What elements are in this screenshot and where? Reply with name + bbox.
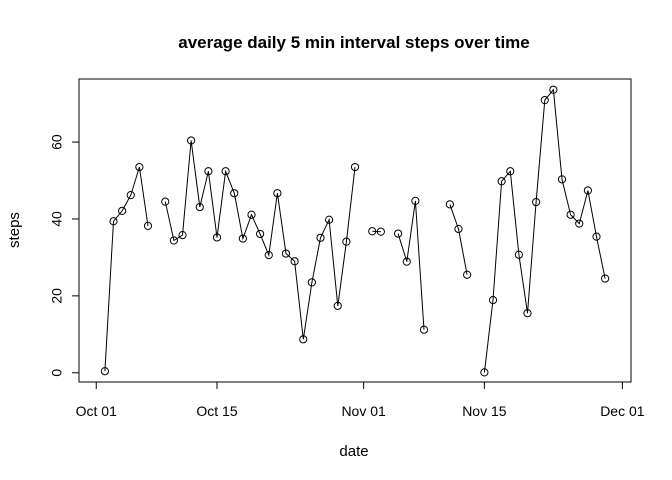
data-point bbox=[109, 217, 118, 226]
data-point bbox=[601, 274, 610, 283]
data-point bbox=[290, 257, 299, 266]
x-tick-label: Nov 15 bbox=[462, 403, 507, 419]
data-point bbox=[100, 367, 109, 376]
data-point bbox=[126, 191, 135, 200]
data-point bbox=[376, 227, 385, 236]
data-point bbox=[368, 227, 377, 236]
data-point bbox=[549, 85, 558, 94]
data-point bbox=[161, 197, 170, 206]
data-point bbox=[419, 325, 429, 334]
data-point bbox=[557, 175, 567, 184]
data-point bbox=[463, 270, 472, 279]
data-point bbox=[307, 278, 316, 287]
data-point bbox=[281, 249, 291, 258]
data-point bbox=[187, 136, 196, 145]
y-axis: 0 20 40 60 bbox=[49, 134, 80, 377]
data-point bbox=[402, 257, 411, 266]
data-point bbox=[488, 295, 498, 305]
data-point bbox=[454, 224, 463, 234]
data-point bbox=[325, 215, 334, 224]
data-point bbox=[514, 250, 523, 259]
data-point bbox=[497, 177, 506, 186]
x-axis: Oct 01 Oct 15 Nov 01 Nov 15 Dec 01 bbox=[76, 381, 645, 419]
series-points bbox=[100, 85, 610, 377]
data-point bbox=[169, 236, 178, 245]
data-point bbox=[299, 335, 308, 344]
data-point bbox=[350, 162, 360, 172]
data-point bbox=[445, 200, 454, 209]
data-point bbox=[264, 251, 273, 260]
data-point bbox=[178, 231, 187, 240]
series-line-segment bbox=[449, 204, 468, 275]
data-point bbox=[143, 221, 153, 230]
data-point bbox=[592, 232, 601, 241]
x-axis-label: date bbox=[339, 443, 368, 460]
y-tick-label: 60 bbox=[49, 134, 65, 150]
data-point bbox=[135, 162, 144, 172]
data-point bbox=[583, 186, 592, 195]
data-point bbox=[506, 167, 515, 176]
data-point bbox=[204, 167, 213, 176]
plot-frame bbox=[78, 78, 632, 383]
data-point bbox=[394, 229, 403, 238]
data-point bbox=[523, 309, 532, 318]
data-point bbox=[195, 202, 204, 212]
data-point bbox=[540, 96, 549, 105]
data-point bbox=[333, 301, 342, 310]
data-point bbox=[247, 210, 256, 219]
x-tick-label: Oct 01 bbox=[76, 403, 117, 419]
data-point bbox=[316, 233, 325, 242]
data-point bbox=[480, 368, 489, 377]
series-line-segment bbox=[164, 140, 356, 340]
y-tick-label: 0 bbox=[49, 369, 65, 377]
series-lines bbox=[104, 88, 606, 373]
y-tick-label: 40 bbox=[49, 211, 65, 227]
data-point bbox=[212, 233, 222, 242]
data-point bbox=[532, 197, 541, 207]
series-line-segment bbox=[104, 166, 149, 372]
data-point bbox=[575, 219, 584, 228]
data-point bbox=[566, 210, 575, 219]
data-point bbox=[118, 206, 127, 215]
series-line-segment bbox=[483, 88, 606, 373]
series-line-segment bbox=[397, 200, 425, 330]
data-point bbox=[411, 196, 420, 205]
data-point bbox=[238, 234, 247, 243]
data-point bbox=[273, 189, 282, 198]
y-tick-label: 20 bbox=[49, 288, 65, 304]
x-tick-label: Dec 01 bbox=[600, 403, 645, 419]
data-point bbox=[230, 189, 239, 198]
x-tick-label: Oct 15 bbox=[196, 403, 237, 419]
data-point bbox=[256, 229, 265, 239]
chart-title: average daily 5 min interval steps over … bbox=[178, 33, 530, 52]
x-tick-label: Nov 01 bbox=[341, 403, 386, 419]
y-axis-label: steps bbox=[6, 212, 23, 248]
data-point bbox=[342, 237, 351, 246]
data-point bbox=[221, 167, 230, 176]
